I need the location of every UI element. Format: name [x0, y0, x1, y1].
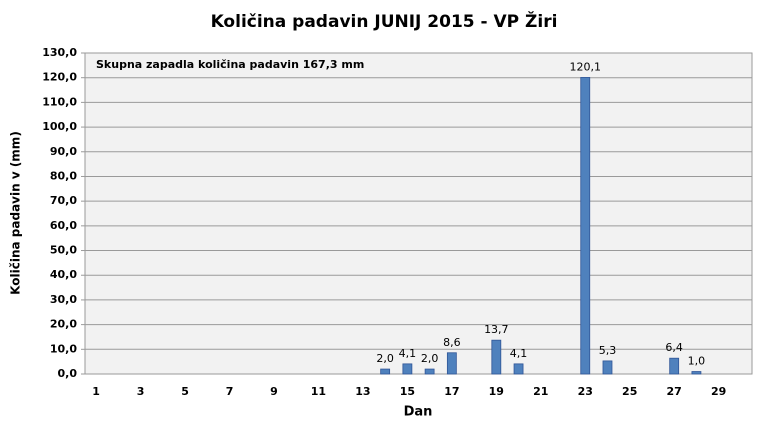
x-tick-label: 21 [533, 385, 548, 398]
data-label: 5,3 [599, 344, 617, 357]
bar [402, 363, 413, 375]
y-tick-label: 100,0 [42, 120, 77, 133]
x-tick-label: 7 [226, 385, 234, 398]
y-tick-label: 110,0 [42, 95, 77, 108]
x-tick-label: 17 [444, 385, 459, 398]
bar [513, 363, 524, 375]
bar [602, 360, 613, 375]
y-tick-label: 20,0 [50, 318, 77, 331]
x-tick-label: 25 [622, 385, 637, 398]
bar [691, 371, 702, 375]
y-tick-label: 60,0 [50, 219, 77, 232]
bar [580, 77, 591, 375]
data-label: 8,6 [443, 336, 461, 349]
annotation: Skupna zapadla količina padavin 167,3 mm [96, 58, 364, 71]
data-label: 2,0 [421, 352, 439, 365]
data-label: 13,7 [484, 323, 509, 336]
x-tick-label: 19 [489, 385, 504, 398]
x-tick-label: 13 [355, 385, 370, 398]
x-tick-label: 1 [92, 385, 100, 398]
data-label: 4,1 [399, 347, 417, 360]
y-tick-label: 80,0 [50, 169, 77, 182]
bar [669, 357, 680, 375]
x-tick-label: 9 [270, 385, 278, 398]
y-tick-label: 130,0 [42, 46, 77, 59]
y-tick-label: 0,0 [58, 367, 78, 380]
x-tick-label: 23 [578, 385, 593, 398]
data-label: 1,0 [688, 355, 706, 368]
x-tick-label: 11 [311, 385, 326, 398]
y-axis-label: Količina padavin v (mm) [9, 131, 23, 295]
data-label: 120,1 [570, 60, 602, 73]
data-label: 6,4 [665, 341, 683, 354]
chart-title: Količina padavin JUNIJ 2015 - VP Žiri [211, 10, 558, 32]
y-tick-label: 70,0 [50, 194, 77, 207]
data-label: 4,1 [510, 347, 528, 360]
y-tick-label: 120,0 [42, 71, 77, 84]
x-tick-label: 15 [400, 385, 415, 398]
y-tick-label: 50,0 [50, 244, 77, 257]
annotation-box [90, 56, 375, 74]
x-tick-label: 29 [711, 385, 726, 398]
bar [491, 339, 502, 375]
bar [446, 352, 457, 375]
data-label: 2,0 [376, 352, 394, 365]
x-tick-label: 3 [137, 385, 145, 398]
bar [424, 368, 435, 375]
y-tick-label: 30,0 [50, 293, 77, 306]
y-tick-label: 10,0 [50, 342, 77, 355]
plot-area [84, 52, 753, 375]
y-tick-label: 90,0 [50, 145, 77, 158]
x-tick-label: 5 [181, 385, 189, 398]
x-tick-label: 27 [667, 385, 682, 398]
bar [380, 368, 391, 375]
x-axis-label: Dan [404, 405, 433, 420]
y-tick-label: 40,0 [50, 268, 77, 281]
